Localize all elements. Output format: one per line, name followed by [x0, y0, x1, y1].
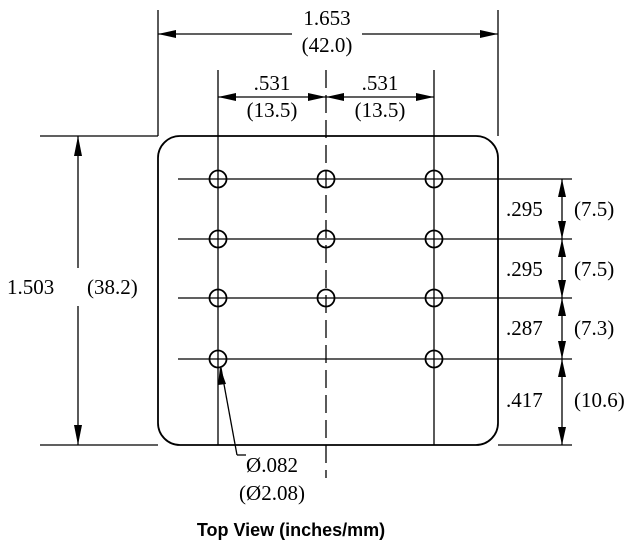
arrowhead — [218, 367, 226, 385]
row-spacing-2-inches: .295 — [506, 257, 543, 281]
hole — [208, 169, 228, 189]
hole — [208, 349, 228, 369]
arrowhead — [326, 93, 344, 101]
arrowhead — [558, 280, 566, 298]
row-spacing-4-mm: (10.6) — [574, 388, 625, 412]
arrowhead — [558, 341, 566, 359]
row-spacing-1-mm: (7.5) — [574, 197, 614, 221]
arrowhead — [158, 30, 176, 38]
hole — [424, 349, 444, 369]
hole-diameter-inches: Ø.082 — [246, 453, 298, 477]
arrowhead — [74, 425, 82, 445]
row-spacing-3-mm: (7.3) — [574, 316, 614, 340]
column-spacing-right-mm: (13.5) — [355, 98, 406, 122]
column-spacing-right-inches: .531 — [362, 71, 399, 95]
arrowhead — [416, 93, 434, 101]
hole — [208, 288, 228, 308]
row-spacing-2-mm: (7.5) — [574, 257, 614, 281]
part-outline — [157, 135, 499, 446]
arrowhead — [558, 221, 566, 239]
overall-width-dimension: 1.653 (42.0) — [157, 6, 499, 136]
row-spacing-4-inches: .417 — [506, 388, 543, 412]
hole — [316, 288, 336, 308]
overall-height-inches: 1.503 — [7, 275, 54, 299]
arrowhead — [558, 298, 566, 316]
row-spacing-1-inches: .295 — [506, 197, 543, 221]
overall-height-mm: (38.2) — [87, 275, 138, 299]
hole — [316, 229, 336, 249]
hole — [424, 288, 444, 308]
overall-width-mm: (42.0) — [302, 33, 353, 57]
row-spacing-dimension: .295 (7.5) .295 (7.5) .287 (7.3) .417 (1… — [498, 179, 625, 446]
view-caption: Top View (inches/mm) — [197, 520, 385, 540]
hole-diameter-callout: Ø.082 (Ø2.08) — [218, 367, 305, 505]
column-spacing-dimension: .531 (13.5) .531 (13.5) — [218, 71, 434, 122]
arrowhead — [308, 93, 326, 101]
row-spacing-3-inches: .287 — [506, 316, 543, 340]
arrowhead — [558, 359, 566, 377]
hole — [208, 229, 228, 249]
hole — [424, 169, 444, 189]
arrowhead — [74, 136, 82, 156]
hole-grid — [208, 169, 444, 369]
overall-height-dimension: 1.503 (38.2) — [7, 135, 158, 446]
hole — [316, 169, 336, 189]
hole — [424, 229, 444, 249]
arrowhead — [218, 93, 236, 101]
arrowhead — [480, 30, 498, 38]
column-spacing-left-inches: .531 — [254, 71, 291, 95]
arrowhead — [558, 239, 566, 257]
overall-width-inches: 1.653 — [303, 6, 350, 30]
hole-diameter-mm: (Ø2.08) — [239, 481, 305, 505]
arrowhead — [558, 179, 566, 197]
column-spacing-left-mm: (13.5) — [247, 98, 298, 122]
arrowhead — [558, 427, 566, 445]
